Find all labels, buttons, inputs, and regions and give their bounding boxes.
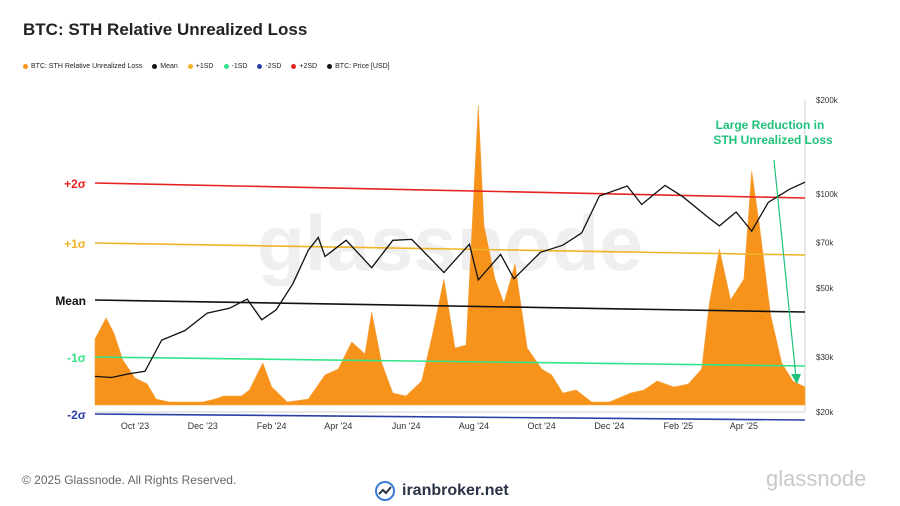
legend-label: -2SD xyxy=(265,63,282,70)
x-tick-label: Apr '24 xyxy=(324,421,352,431)
price-tick-label: $50k xyxy=(816,284,834,293)
legend-item-plus-1sd[interactable]: +1SD xyxy=(187,63,214,70)
legend-item-mean[interactable]: Mean xyxy=(152,63,178,70)
legend-swatch xyxy=(223,64,229,69)
legend-swatch xyxy=(327,64,333,69)
band-label: -2σ xyxy=(67,408,86,422)
x-tick-label: Dec '23 xyxy=(188,421,218,431)
legend-swatch xyxy=(23,64,28,69)
price-tick-label: $100k xyxy=(816,190,839,199)
brand-badge: iranbroker.net xyxy=(374,480,509,502)
chart-trend-icon xyxy=(375,481,395,501)
legend-item-sth-loss[interactable]: BTC: STH Relative Unrealized Loss xyxy=(23,63,142,70)
annotation-text: Large Reduction in xyxy=(716,118,825,132)
chart-title: BTC: STH Relative Unrealized Loss xyxy=(23,20,308,39)
chart-watermark: glassnode xyxy=(257,199,643,287)
legend-label: BTC: Price [USD] xyxy=(335,63,390,70)
minus-2sd-line xyxy=(94,413,806,421)
plus-1sd-line xyxy=(94,242,806,256)
legend-swatch xyxy=(152,64,158,69)
x-tick-label: Oct '24 xyxy=(528,421,556,431)
legend-swatch xyxy=(257,64,263,69)
mean-line xyxy=(94,299,806,313)
band-label: Mean xyxy=(55,294,86,308)
legend-label: +2SD xyxy=(299,63,318,70)
legend-swatch xyxy=(291,64,297,69)
legend-label: -1SD xyxy=(231,63,248,70)
legend-label: +1SD xyxy=(195,63,214,70)
sth-loss-area xyxy=(94,104,806,406)
brand-name: iranbroker.net xyxy=(402,482,509,499)
legend-item-minus-1sd[interactable]: -1SD xyxy=(223,63,248,70)
annotation-arrowhead xyxy=(791,374,801,384)
x-tick-label: Dec '24 xyxy=(594,421,624,431)
price-tick-label: $30k xyxy=(816,353,834,362)
band-label: +2σ xyxy=(64,177,86,191)
legend-item-minus-2sd[interactable]: -2SD xyxy=(257,63,281,70)
annotation-text: STH Unrealized Loss xyxy=(713,133,833,147)
legend-label: Mean xyxy=(160,63,178,70)
price-tick-label: $200k xyxy=(816,96,839,105)
x-tick-label: Aug '24 xyxy=(459,421,489,431)
x-tick-label: Jun '24 xyxy=(392,421,421,431)
x-tick-label: Apr '25 xyxy=(730,421,758,431)
band-label: -1σ xyxy=(67,351,86,365)
band-label: +1σ xyxy=(64,237,86,251)
legend-item-plus-2sd[interactable]: +2SD xyxy=(291,63,317,70)
glassnode-watermark: glassnode xyxy=(766,466,867,491)
copyright-text: © 2025 Glassnode. All Rights Reserved. xyxy=(22,473,237,487)
btc-price-line xyxy=(94,181,806,379)
x-tick-label: Feb '24 xyxy=(257,421,287,431)
annotation-arrow xyxy=(773,159,797,379)
price-tick-label: $70k xyxy=(816,238,834,247)
x-tick-label: Feb '25 xyxy=(663,421,693,431)
minus-1sd-line xyxy=(94,356,806,367)
plus-2sd-line xyxy=(94,182,806,199)
chart-legend: BTC: STH Relative Unrealized Loss Mean +… xyxy=(23,63,390,70)
legend-label: BTC: STH Relative Unrealized Loss xyxy=(31,63,143,70)
x-tick-label: Oct '23 xyxy=(121,421,149,431)
legend-swatch xyxy=(187,64,193,69)
legend-item-btc-price[interactable]: BTC: Price [USD] xyxy=(327,63,390,70)
price-tick-label: $20k xyxy=(816,408,834,417)
